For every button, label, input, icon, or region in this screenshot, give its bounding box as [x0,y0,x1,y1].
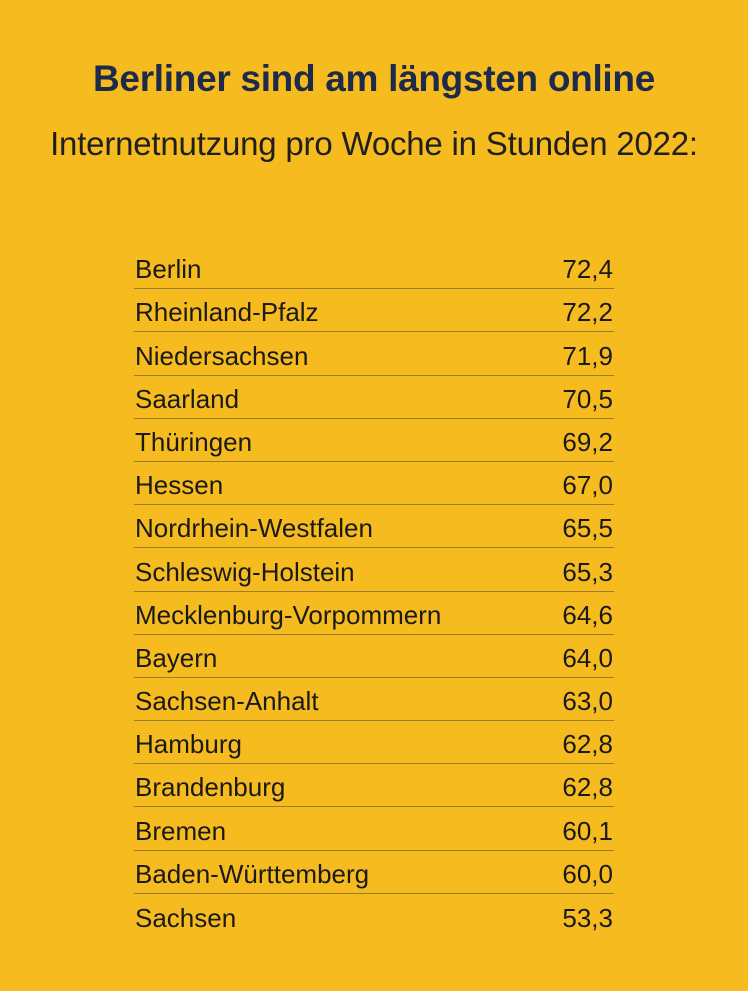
row-label: Schleswig-Holstein [135,556,355,587]
table-row: Rheinland-Pfalz 72,2 [134,289,614,333]
row-value: 64,6 [562,599,613,630]
row-label: Hessen [135,470,224,501]
table-row: Bremen 60,1 [134,807,614,851]
row-label: Saarland [135,383,240,414]
table-row: Baden-Württemberg 60,0 [134,851,614,894]
row-value: 72,4 [562,254,613,285]
row-label: Sachsen [135,903,237,933]
data-table: Berlin 72,4 Rheinland-Pfalz 72,2 Niedersachs… [134,246,614,937]
row-value: 64,0 [562,642,613,673]
table-row: Niedersachsen 71,9 [134,332,614,376]
row-value: 62,8 [562,729,613,760]
row-label: Baden-Württemberg [135,858,370,889]
row-value: 65,5 [562,513,613,544]
table-row: Nordrhein-Westfalen 65,5 [134,505,614,549]
row-label: Niedersachsen [135,340,309,371]
row-label: Berlin [135,254,202,285]
row-label: Mecklenburg-Vorpommern [135,599,442,630]
row-label: Nordrhein-Westfalen [135,513,373,544]
table-row: Sachsen-Anhalt 63,0 [134,678,614,722]
row-value: 65,3 [562,556,613,587]
table-row: Brandenburg 62,8 [134,764,614,808]
row-value: 60,1 [562,815,613,846]
row-value: 60,0 [562,858,613,889]
row-label: Rheinland-Pfalz [135,297,319,328]
table-row: Bayern 64,0 [134,635,614,678]
table-row: Sachsen 53,3 [134,894,614,937]
table-row: Hessen 67,0 [134,462,614,506]
row-label: Thüringen [135,426,253,457]
row-value: 72,2 [562,297,613,328]
row-value: 70,5 [562,383,613,414]
chart-subtitle: Internetnutzung pro Woche in Stunden 202… [50,125,698,162]
row-label: Hamburg [135,729,242,760]
row-label: Bayern [135,642,218,673]
row-value: 63,0 [562,686,613,717]
table-row: Mecklenburg-Vorpommern 64,6 [134,592,614,635]
row-value: 62,8 [562,772,613,803]
row-value: 67,0 [562,470,613,501]
row-value: 71,9 [562,340,613,371]
table-row: Berlin 72,4 [134,246,614,290]
row-label: Sachsen-Anhalt [135,686,319,717]
row-label: Bremen [135,815,227,846]
table-row: Hamburg 62,8 [134,721,614,765]
table-row: Saarland 70,5 [134,376,614,419]
table-row: Schleswig-Holstein 65,3 [134,548,614,592]
row-value: 69,2 [562,426,613,457]
chart-title: Berliner sind am längsten online [93,58,655,99]
row-value: 53,3 [562,903,613,933]
row-label: Brandenburg [135,772,286,803]
table-row: Thüringen 69,2 [134,419,614,462]
